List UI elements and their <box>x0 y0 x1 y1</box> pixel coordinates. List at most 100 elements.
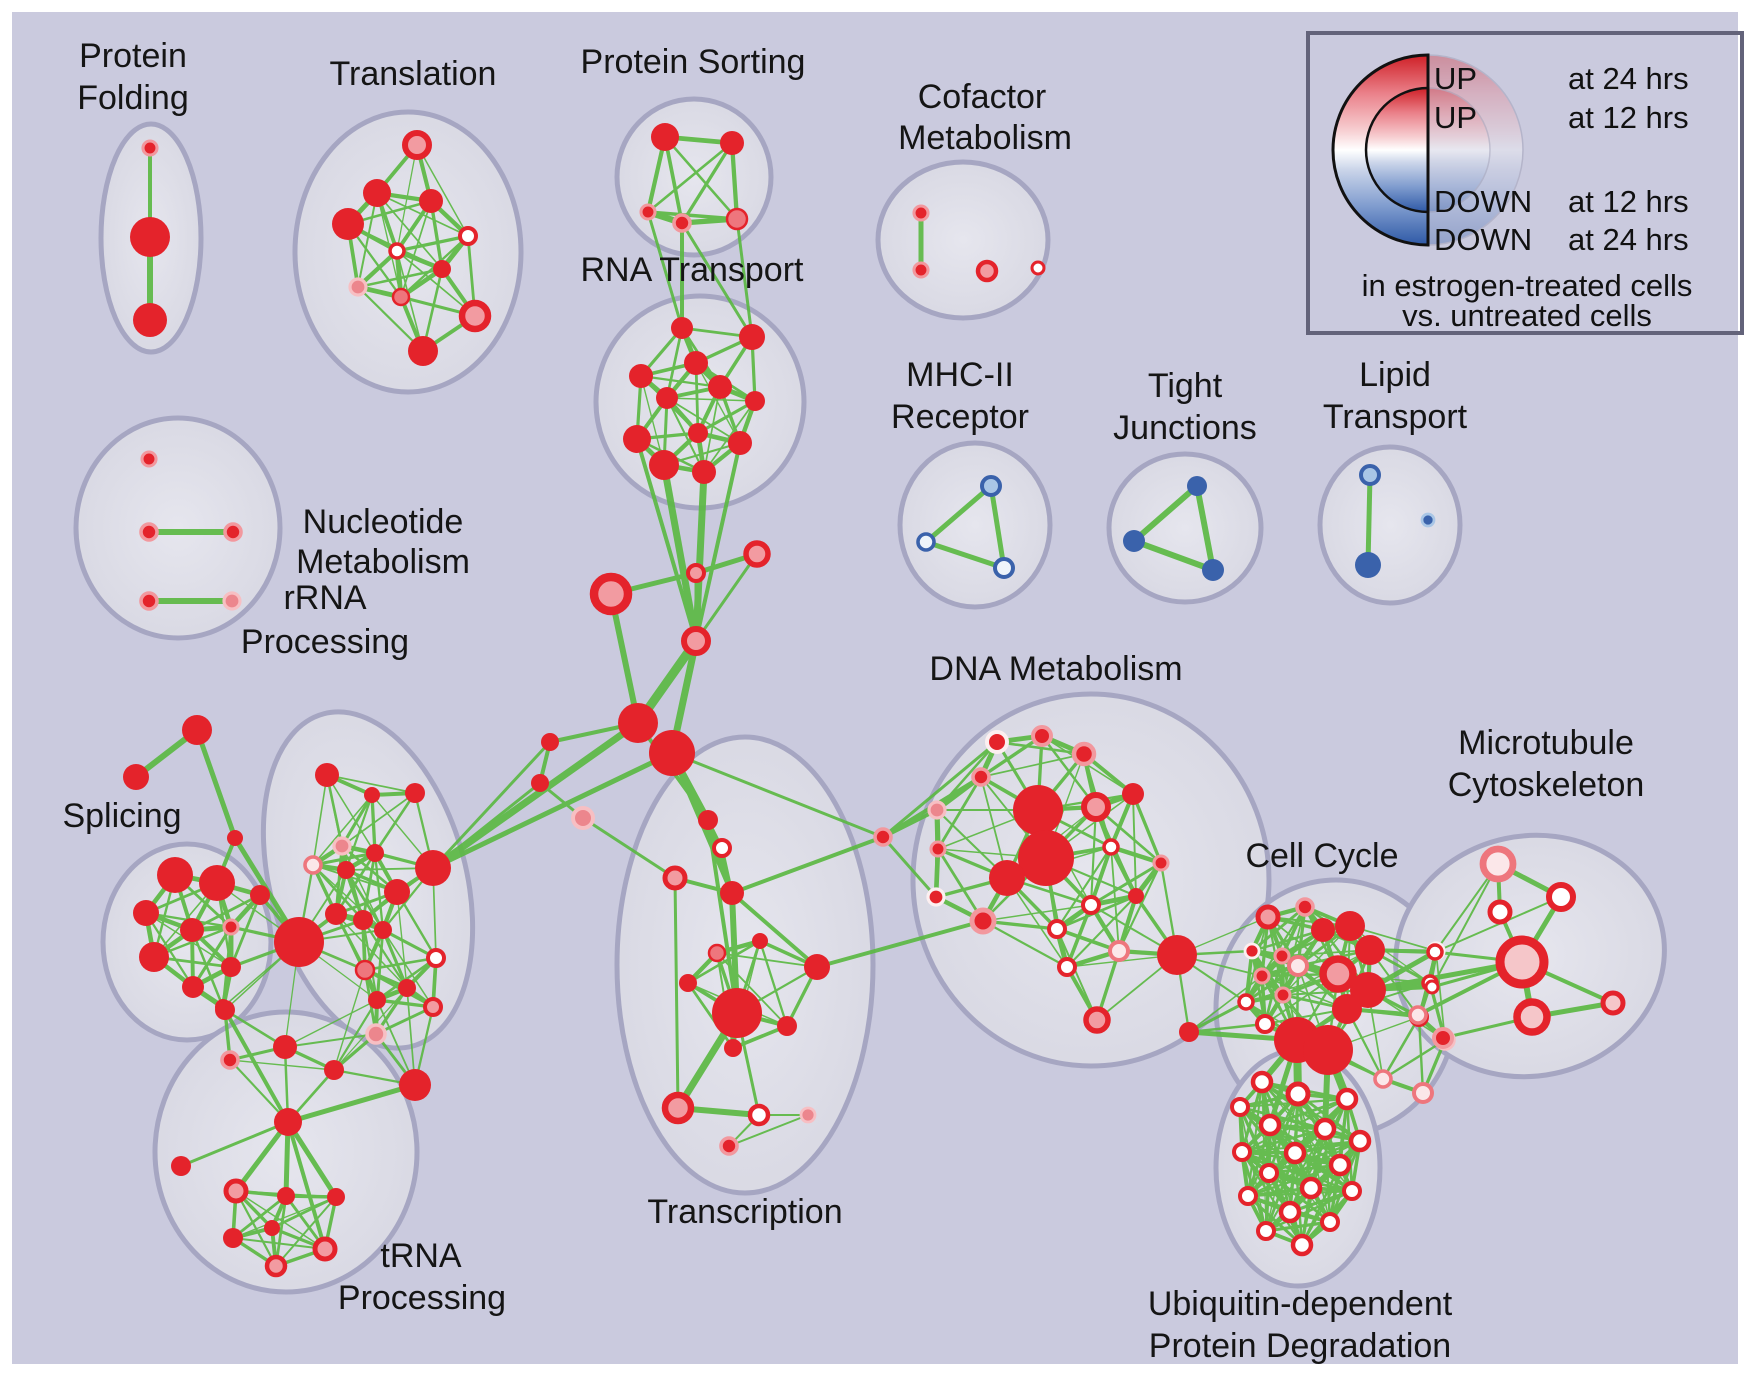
network-edge <box>646 141 734 214</box>
network-node-dm12 <box>929 840 947 858</box>
network-edge <box>396 250 476 317</box>
network-edge <box>270 1195 338 1230</box>
cluster-ellipse-mhc-ii-receptor <box>897 440 1053 610</box>
network-node-cn8 <box>571 806 595 830</box>
network-edge <box>285 1082 418 1125</box>
network-edge <box>286 1120 327 1251</box>
network-node-sp1 <box>199 865 235 901</box>
network-node-rb0 <box>215 1000 235 1020</box>
network-edge <box>660 461 700 645</box>
cluster-label-mhc-ii-receptor-0: MHC-II <box>906 356 1014 394</box>
cluster-label-protein-folding-0: Protein <box>79 37 187 75</box>
cluster-label-rrna-processing-1: Processing <box>241 623 409 661</box>
legend-row-0-time: at 24 hrs <box>1568 61 1689 96</box>
network-node-mt7 <box>1513 998 1551 1036</box>
network-node-nm3 <box>139 591 159 611</box>
network-node-rt6 <box>745 391 765 411</box>
network-node-cc3 <box>1335 911 1365 941</box>
network-edge <box>1055 845 1113 931</box>
network-node-tx7 <box>661 1091 695 1125</box>
cluster-ellipse-transcription <box>614 734 876 1196</box>
cluster-labels-layer: Protein Folding Translation Protein Sorting… <box>62 37 1644 1365</box>
network-node-tx1 <box>707 943 727 963</box>
network-edge <box>673 876 680 1110</box>
cluster-ellipse-protein-sorting <box>614 96 774 258</box>
network-edge <box>758 939 789 1028</box>
network-edge <box>730 835 885 895</box>
legend-box <box>1306 31 1744 335</box>
network-node-mt9 <box>1432 1027 1454 1049</box>
network-node-cc0 <box>1255 904 1281 930</box>
network-node-cn4 <box>618 703 658 743</box>
cluster-label-rna-transport-0: RNA Transport <box>581 251 805 289</box>
network-edge <box>1188 975 1263 1033</box>
cluster-label-microtubule-cytoskeleton-1: Cytoskeleton <box>1448 766 1645 804</box>
network-node-lt1 <box>1355 552 1381 578</box>
cluster-ellipse-tight-junctions <box>1106 451 1264 605</box>
network-node-tx0 <box>752 933 768 949</box>
network-node-nm1 <box>139 522 159 542</box>
network-node-cn6 <box>541 733 559 751</box>
network-edge <box>635 437 698 643</box>
network-node-tj1 <box>1123 530 1145 552</box>
network-node-ub3 <box>1230 1097 1250 1117</box>
network-node-t5 <box>388 242 406 260</box>
network-edge <box>361 851 377 922</box>
cluster-label-trna-processing-0: tRNA <box>380 1237 462 1275</box>
network-node-ub12 <box>1342 1181 1362 1201</box>
network-node-rb3 <box>324 1060 344 1080</box>
network-node-nm0 <box>140 450 158 468</box>
legend-inner-left-half <box>1364 86 1430 214</box>
network-edge <box>1288 1127 1327 1214</box>
network-node-tx10 <box>719 1136 739 1156</box>
network-node-rt10 <box>649 450 679 480</box>
network-node-dm6 <box>1081 792 1111 822</box>
network-edge <box>326 774 416 794</box>
network-node-ps1 <box>720 131 744 155</box>
network-node-ub14 <box>1278 1200 1302 1224</box>
network-nodes-layer <box>123 123 1626 1278</box>
network-node-ub13 <box>1238 1186 1258 1206</box>
network-node-dm16 <box>1081 895 1101 915</box>
legend-node-glyph <box>1331 53 1524 247</box>
cluster-label-tight-junctions-0: Tight <box>1148 367 1223 405</box>
network-edge <box>1131 483 1200 544</box>
cluster-ellipse-nucleotide-metabolism <box>73 415 283 641</box>
network-node-cn0 <box>743 540 771 568</box>
network-edge <box>1246 1189 1354 1198</box>
network-node-cc14 <box>1255 1014 1275 1034</box>
network-node-ps4 <box>725 207 749 231</box>
network-node-rr4 <box>303 855 323 875</box>
network-edge <box>430 750 675 871</box>
network-edge <box>334 851 377 916</box>
network-edge <box>229 1059 335 1071</box>
network-edge <box>735 217 754 339</box>
network-node-ub8 <box>1283 1141 1307 1165</box>
cluster-label-rrna-processing-0: rRNA <box>283 579 366 617</box>
network-node-tn7 <box>312 1236 338 1262</box>
network-node-cc8 <box>1243 942 1261 960</box>
network-edge <box>694 552 759 643</box>
network-edge <box>706 818 739 1015</box>
legend-row-0-direction: UP <box>1434 61 1477 96</box>
network-node-tj2 <box>1202 559 1224 581</box>
network-node-ub4 <box>1258 1113 1282 1137</box>
cluster-ellipse-cofactor-metabolism <box>875 159 1051 321</box>
network-node-sp2 <box>133 900 159 926</box>
network-edge <box>429 719 642 872</box>
network-edge <box>373 851 385 932</box>
network-node-cc13 <box>1274 986 1292 1004</box>
network-edge <box>235 1190 326 1250</box>
network-edge <box>223 1008 290 1124</box>
network-node-dm9 <box>989 860 1025 896</box>
network-node-rr6 <box>366 844 384 862</box>
cluster-label-protein-sorting-0: Protein Sorting <box>581 43 806 81</box>
network-edge <box>381 928 409 990</box>
network-node-tx11 <box>698 810 718 830</box>
network-edge <box>194 727 238 841</box>
network-node-mt6 <box>1408 1005 1428 1025</box>
cluster-label-ubiquitin-degradation-0: Ubiquitin-dependent <box>1148 1285 1453 1323</box>
network-node-lt0 <box>1359 464 1381 486</box>
network-edge <box>1117 861 1163 953</box>
network-node-dm4 <box>927 800 947 820</box>
